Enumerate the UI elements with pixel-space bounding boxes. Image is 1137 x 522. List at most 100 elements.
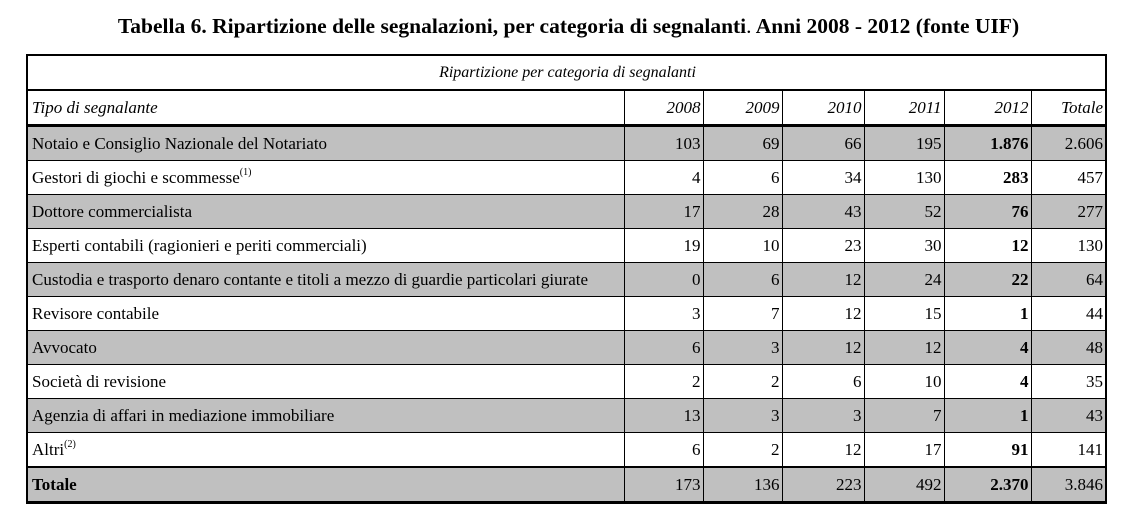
total-value-cell: 173 [623,466,703,501]
value-cell: 43 [1030,398,1106,433]
value-cell: 12 [863,330,944,365]
row-label: Società di revisione [32,371,167,391]
table-row: Esperti contabili (ragionieri e periti c… [28,228,1106,263]
total-value-cell: 223 [781,466,864,501]
value-cell: 6 [781,364,864,399]
footnote-marker: (2) [64,439,76,450]
row-label-cell: Agenzia di affari in mediazione immobili… [28,398,624,433]
table-body: Notaio e Consiglio Nazionale del Notaria… [28,125,1106,501]
row-label-cell: Custodia e trasporto denaro contante e t… [28,262,624,297]
value-cell: 10 [863,364,944,399]
value-cell: 141 [1030,432,1106,468]
table-row: Avvocato 6 3 12 12 4 48 [28,330,1106,365]
data-table: Ripartizione per categoria di segnalanti… [28,56,1106,501]
row-label-cell: Revisore contabile [28,296,624,331]
row-label: Notaio e Consiglio Nazionale del Notaria… [32,133,328,153]
row-label: Custodia e trasporto denaro contante e t… [32,269,589,289]
table-row: Altri(2) 6 2 12 17 91 141 [28,432,1106,468]
value-cell: 2 [702,364,782,399]
value-cell: 195 [863,125,944,161]
value-cell: 44 [1030,296,1106,331]
row-label: Altri [32,440,65,459]
value-cell: 283 [943,160,1031,195]
total-row: Totale 173 136 223 492 2.370 3.846 [28,466,1106,501]
data-table-frame: Ripartizione per categoria di segnalanti… [26,54,1107,504]
table-title: Tabella 6. Ripartizione delle segnalazio… [0,14,1137,39]
value-cell: 3 [702,330,782,365]
row-label-cell: Esperti contabili (ragionieri e periti c… [28,228,624,263]
value-cell: 66 [781,125,864,161]
value-cell: 48 [1030,330,1106,365]
value-cell: 76 [943,194,1031,229]
table-header-row: Tipo di segnalante 2008 2009 2010 2011 2… [28,90,1106,127]
value-cell: 52 [863,194,944,229]
table-banner: Ripartizione per categoria di segnalanti [28,56,1106,91]
total-value-cell: 2.370 [943,466,1031,501]
value-cell: 64 [1030,262,1106,297]
value-cell: 24 [863,262,944,297]
row-label-cell: Società di revisione [28,364,624,399]
value-cell: 69 [702,125,782,161]
table-row: Dottore commercialista 17 28 43 52 76 277 [28,194,1106,229]
value-cell: 3 [781,398,864,433]
value-cell: 6 [702,262,782,297]
value-cell: 10 [702,228,782,263]
value-cell: 91 [943,432,1031,468]
column-header-2008: 2008 [623,90,703,127]
value-cell: 12 [781,432,864,468]
value-cell: 12 [943,228,1031,263]
value-cell: 1 [943,296,1031,331]
value-cell: 6 [623,432,703,468]
value-cell: 28 [702,194,782,229]
column-header-2012: 2012 [943,90,1031,127]
value-cell: 34 [781,160,864,195]
value-cell: 1.876 [943,125,1031,161]
row-label: Dottore commercialista [32,201,193,221]
table-row: Agenzia di affari in mediazione immobili… [28,398,1106,433]
value-cell: 12 [781,296,864,331]
value-cell: 2 [623,364,703,399]
value-cell: 103 [623,125,703,161]
row-label-cell: Gestori di giochi e scommesse(1) [28,160,624,195]
value-cell: 4 [943,330,1031,365]
row-label: Agenzia di affari in mediazione immobili… [32,405,335,425]
value-cell: 7 [702,296,782,331]
value-cell: 30 [863,228,944,263]
value-cell: 35 [1030,364,1106,399]
row-label: Avvocato [32,337,97,357]
total-value-cell: 136 [702,466,782,501]
table-row: Gestori di giochi e scommesse(1) 4 6 34 130 2… [28,160,1106,195]
value-cell: 2.606 [1030,125,1106,161]
value-cell: 457 [1030,160,1106,195]
title-main: Tabella 6. Ripartizione delle segnalazio… [117,14,747,38]
value-cell: 3 [702,398,782,433]
row-label-cell: Avvocato [28,330,624,365]
table-row: Custodia e trasporto denaro contante e t… [28,262,1106,297]
value-cell: 23 [781,228,864,263]
row-label-cell: Altri(2) [28,432,624,468]
title-years: Anni 2008 - 2012 (fonte UIF) [751,14,1020,38]
table-row: Revisore contabile 3 7 12 15 1 44 [28,296,1106,331]
value-cell: 1 [943,398,1031,433]
value-cell: 3 [623,296,703,331]
value-cell: 277 [1030,194,1106,229]
value-cell: 13 [623,398,703,433]
table-banner-row: Ripartizione per categoria di segnalanti [28,56,1106,91]
value-cell: 130 [863,160,944,195]
total-value-cell: 492 [863,466,944,501]
column-header-2011: 2011 [863,90,944,127]
value-cell: 12 [781,330,864,365]
value-cell: 2 [702,432,782,468]
value-cell: 12 [781,262,864,297]
value-cell: 130 [1030,228,1106,263]
footnote-marker: (1) [239,167,252,178]
value-cell: 17 [863,432,944,468]
table-row: Notaio e Consiglio Nazionale del Notaria… [28,125,1106,161]
value-cell: 22 [943,262,1031,297]
value-cell: 4 [943,364,1031,399]
column-header-2010: 2010 [781,90,864,127]
value-cell: 6 [702,160,782,195]
row-label-cell: Dottore commercialista [28,194,624,229]
value-cell: 19 [623,228,703,263]
row-label: Revisore contabile [32,303,159,323]
